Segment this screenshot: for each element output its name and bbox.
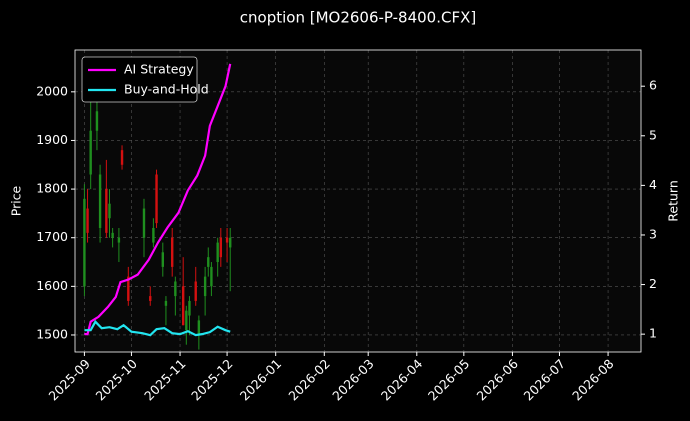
- candle-body: [219, 237, 223, 258]
- candle-body: [185, 310, 188, 331]
- y2-tick-label: 5: [649, 127, 657, 142]
- candle-body: [108, 203, 111, 219]
- y2-tick-label: 6: [649, 78, 657, 93]
- y-tick-label: 1900: [36, 132, 68, 147]
- y-tick-label: 1700: [36, 229, 68, 244]
- candle-body: [98, 174, 102, 228]
- series-line: [84, 319, 231, 337]
- y2-axis-label: Return: [666, 180, 681, 221]
- candle-body: [89, 130, 92, 175]
- y-tick-label: 1500: [36, 326, 68, 341]
- y-tick-label: 1800: [36, 181, 68, 196]
- candle-body: [174, 281, 177, 297]
- candle-body: [229, 237, 232, 248]
- candle-body: [161, 252, 165, 267]
- axes-frame: [74, 49, 642, 353]
- legend-label: AI Strategy: [124, 62, 194, 77]
- candle-body: [194, 281, 197, 301]
- candle-body: [120, 150, 124, 165]
- candle-body: [142, 208, 146, 238]
- legend-label: Buy-and-Hold: [124, 82, 209, 97]
- candle-body: [105, 189, 108, 233]
- y2-tick-label: 1: [649, 326, 657, 341]
- candle-body: [164, 300, 168, 306]
- candle-body: [86, 208, 89, 233]
- candle-body: [207, 257, 210, 267]
- candle-body: [83, 198, 86, 287]
- candle-body: [111, 232, 114, 238]
- candle-body: [127, 276, 130, 301]
- candle-body: [216, 242, 219, 263]
- candle-body: [197, 320, 201, 335]
- y-tick-label: 2000: [36, 83, 68, 98]
- y2-tick-label: 4: [649, 177, 657, 192]
- candle-body: [188, 300, 191, 316]
- candle-body: [171, 237, 174, 267]
- candle-body: [210, 266, 213, 287]
- candle-body: [155, 174, 158, 224]
- candle-body: [95, 111, 99, 131]
- y-tick-label: 1600: [36, 278, 68, 293]
- candle-body: [152, 227, 155, 243]
- candle-body: [203, 276, 207, 297]
- candle-body: [117, 237, 121, 243]
- series-line: [84, 63, 232, 336]
- chart-title: cnoption [MO2606-P-8400.CFX]: [240, 9, 476, 27]
- y2-tick-label: 3: [649, 226, 657, 241]
- y2-tick-label: 2: [649, 276, 657, 291]
- candle-body: [181, 286, 185, 326]
- y-axis-label: Price: [9, 185, 24, 216]
- candle-body: [225, 237, 229, 243]
- candle-body: [149, 296, 152, 301]
